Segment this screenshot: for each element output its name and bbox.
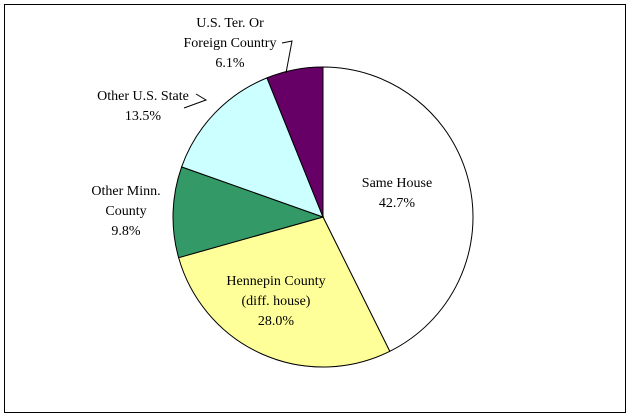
pie-slice-3	[180, 77, 324, 218]
slice-label-line: Other U.S. State	[97, 89, 189, 104]
slice-label-line: 6.1%	[215, 56, 245, 71]
slice-label-3: Other U.S. State 13.5%	[97, 89, 189, 124]
slice-label-line: 13.5%	[125, 109, 162, 124]
slice-label-line: 28.0%	[258, 314, 295, 329]
leader-line-4	[281, 40, 293, 74]
slice-label-2: Other Minn. County 9.8%	[91, 184, 160, 239]
slice-label-line: Same House	[362, 176, 432, 191]
slice-label-4: U.S. Ter. Or Foreign Country 6.1%	[184, 16, 277, 71]
slice-label-line: Hennepin County	[226, 274, 325, 289]
slice-label-line: Other Minn.	[91, 184, 160, 199]
slice-label-1: Hennepin County (diff. house) 28.0%	[226, 274, 325, 329]
pie-slice-1	[178, 216, 391, 368]
pie-slice-0	[322, 66, 474, 352]
pie-slice-2	[172, 166, 325, 259]
slice-label-line: 9.8%	[111, 224, 141, 239]
slice-label-line: (diff. house)	[242, 294, 311, 309]
leader-line-3	[183, 93, 208, 109]
slice-label-line: 42.7%	[379, 196, 416, 211]
slice-label-line: County	[105, 204, 146, 219]
pie-slice-4	[266, 66, 324, 218]
slice-label-line: U.S. Ter. Or	[196, 16, 264, 31]
slice-label-line: Foreign Country	[184, 36, 277, 51]
slice-label-0: Same House 42.7%	[362, 176, 432, 211]
